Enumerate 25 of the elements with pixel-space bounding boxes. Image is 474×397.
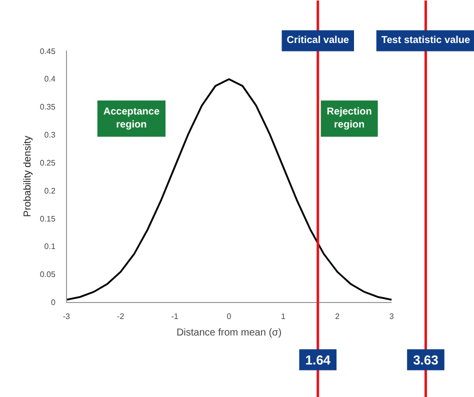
y-tick-label: 0.1 bbox=[44, 242, 56, 252]
x-tick-label: 1 bbox=[280, 312, 286, 322]
y-tick-label: 0 bbox=[50, 298, 56, 308]
x-tick-label: -3 bbox=[62, 312, 71, 322]
y-tick-label: 0.4 bbox=[44, 74, 56, 84]
x-tick-label: 0 bbox=[226, 312, 232, 322]
x-tick-label: -1 bbox=[171, 312, 179, 322]
y-tick-label: 0.15 bbox=[40, 214, 56, 224]
x-tick-label: 2 bbox=[335, 312, 340, 322]
y-tick-label: 0.45 bbox=[40, 46, 56, 56]
x-tick-label: 3 bbox=[389, 312, 394, 322]
y-tick-label: 0.3 bbox=[44, 130, 56, 140]
annotation: 3.63 bbox=[413, 352, 438, 368]
annotation: 1.64 bbox=[305, 352, 332, 368]
y-tick-label: 0.05 bbox=[40, 270, 56, 280]
ref-line-label: Test statistic value bbox=[381, 35, 471, 46]
x-tick-label: -2 bbox=[117, 312, 125, 322]
ref-line-label: Critical value bbox=[286, 35, 350, 46]
y-tick-label: 0.25 bbox=[40, 158, 56, 168]
annotation: Acceptance region bbox=[103, 106, 160, 131]
y-tick-label: 0.35 bbox=[40, 102, 56, 112]
x-axis-title: Distance from mean (σ) bbox=[176, 328, 282, 338]
annotation: Rejection region bbox=[326, 106, 372, 131]
y-axis-title: Probability density bbox=[22, 136, 34, 217]
y-tick-label: 0.2 bbox=[44, 186, 56, 196]
